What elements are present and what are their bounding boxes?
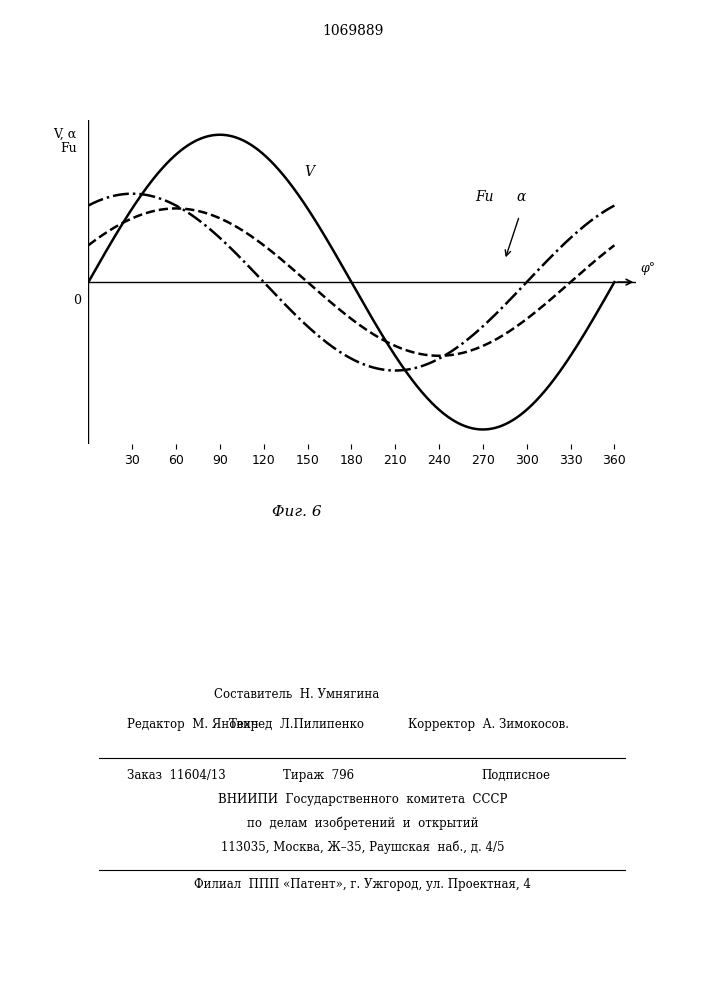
Text: α: α <box>517 190 526 204</box>
Text: Fu: Fu <box>476 190 494 204</box>
Text: Заказ  11604/13: Заказ 11604/13 <box>127 769 226 782</box>
Text: 0: 0 <box>73 294 81 307</box>
Text: Техред  Л.Пилипенко: Техред Л.Пилипенко <box>229 718 364 731</box>
Text: V: V <box>305 165 315 179</box>
Text: φ°: φ° <box>641 262 655 275</box>
Text: Φиг. 6: Φиг. 6 <box>271 505 322 519</box>
Text: по  делам  изобретений  и  открытий: по делам изобретений и открытий <box>247 817 478 830</box>
Text: Подписное: Подписное <box>481 769 550 782</box>
Text: Составитель  Н. Умнягина: Составитель Н. Умнягина <box>214 688 379 701</box>
Text: Тираж  796: Тираж 796 <box>283 769 354 782</box>
Text: V, α
Fu: V, α Fu <box>54 127 76 155</box>
Text: Редактор  М. Янович: Редактор М. Янович <box>127 718 258 731</box>
Text: 1069889: 1069889 <box>323 24 384 38</box>
Text: Филиал  ППП «Патент», г. Ужгород, ул. Проектная, 4: Филиал ППП «Патент», г. Ужгород, ул. Про… <box>194 878 531 891</box>
Text: Корректор  А. Зимокосов.: Корректор А. Зимокосов. <box>408 718 569 731</box>
Text: ВНИИПИ  Государственного  комитета  СССР: ВНИИПИ Государственного комитета СССР <box>218 793 507 806</box>
Text: 113035, Москва, Ж–35, Раушская  наб., д. 4/5: 113035, Москва, Ж–35, Раушская наб., д. … <box>221 841 504 854</box>
